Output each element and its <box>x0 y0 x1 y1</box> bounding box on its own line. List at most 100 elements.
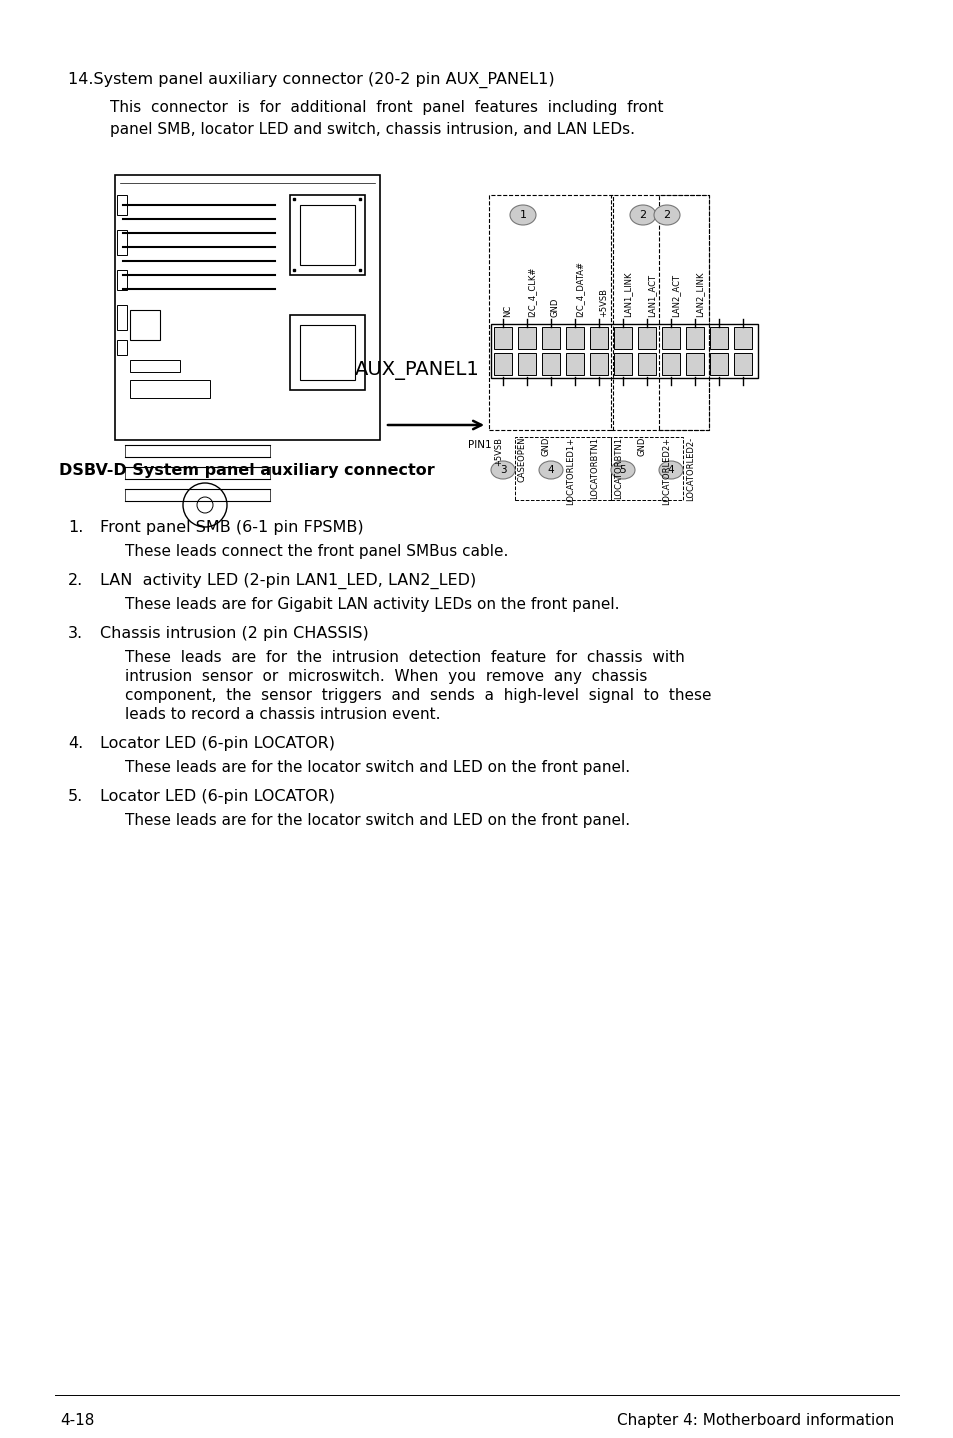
Ellipse shape <box>538 462 562 479</box>
Text: I2C_4_CLK#: I2C_4_CLK# <box>526 266 536 316</box>
Bar <box>117 270 127 290</box>
Ellipse shape <box>510 206 536 224</box>
Bar <box>115 175 379 440</box>
Text: 14.System panel auxiliary connector (20-2 pin AUX_PANEL1): 14.System panel auxiliary connector (20-… <box>68 72 554 88</box>
Text: GND: GND <box>551 298 559 316</box>
Text: 4: 4 <box>547 464 554 475</box>
Bar <box>117 230 127 255</box>
Text: 4.: 4. <box>68 736 83 751</box>
Text: LOCATORLED2-: LOCATORLED2- <box>685 437 695 500</box>
Text: LOCATORLED1+: LOCATORLED1+ <box>565 437 575 505</box>
Bar <box>541 352 559 375</box>
Bar <box>709 352 727 375</box>
Text: leads to record a chassis intrusion event.: leads to record a chassis intrusion even… <box>125 707 440 722</box>
Bar <box>494 326 512 349</box>
Bar <box>610 437 682 500</box>
Bar <box>661 326 679 349</box>
Text: 4: 4 <box>667 464 674 475</box>
Text: NC: NC <box>502 305 512 316</box>
Bar <box>494 352 512 375</box>
Text: 3: 3 <box>499 464 506 475</box>
Text: PIN1: PIN1 <box>468 440 492 450</box>
Ellipse shape <box>491 462 515 479</box>
Bar <box>733 352 751 375</box>
Bar <box>614 352 631 375</box>
Bar <box>299 325 355 380</box>
Bar <box>638 326 656 349</box>
Text: DSBV-D System panel auxiliary connector: DSBV-D System panel auxiliary connector <box>59 463 435 477</box>
Bar <box>515 437 610 500</box>
Text: intrusion  sensor  or  microswitch.  When  you  remove  any  chassis: intrusion sensor or microswitch. When yo… <box>125 669 647 684</box>
Text: Chapter 4: Motherboard information: Chapter 4: Motherboard information <box>616 1414 893 1428</box>
Text: 1.: 1. <box>68 521 83 535</box>
Text: LAN1_LINK: LAN1_LINK <box>622 272 631 316</box>
Text: GND: GND <box>638 437 646 456</box>
Text: Chassis intrusion (2 pin CHASSIS): Chassis intrusion (2 pin CHASSIS) <box>100 626 369 641</box>
Text: These leads are for the locator switch and LED on the front panel.: These leads are for the locator switch a… <box>125 812 630 828</box>
Bar <box>589 352 607 375</box>
Text: LAN2_ACT: LAN2_ACT <box>670 275 679 316</box>
Text: component,  the  sensor  triggers  and  sends  a  high-level  signal  to  these: component, the sensor triggers and sends… <box>125 687 711 703</box>
Text: 2.: 2. <box>68 572 83 588</box>
Text: LAN  activity LED (2-pin LAN1_LED, LAN2_LED): LAN activity LED (2-pin LAN1_LED, LAN2_L… <box>100 572 476 590</box>
Bar <box>117 196 127 216</box>
Ellipse shape <box>654 206 679 224</box>
Bar <box>661 352 679 375</box>
Text: LOCATORBTN1: LOCATORBTN1 <box>589 437 598 499</box>
Text: +5VSB: +5VSB <box>494 437 502 466</box>
Text: 5.: 5. <box>68 789 83 804</box>
Text: LOCATORLED2+: LOCATORLED2+ <box>661 437 670 505</box>
Text: 2: 2 <box>662 210 670 220</box>
Text: Locator LED (6-pin LOCATOR): Locator LED (6-pin LOCATOR) <box>100 736 335 751</box>
Text: 5: 5 <box>619 464 626 475</box>
Bar <box>489 196 613 430</box>
Text: 3.: 3. <box>68 626 83 641</box>
Text: Locator LED (6-pin LOCATOR): Locator LED (6-pin LOCATOR) <box>100 789 335 804</box>
Text: 2: 2 <box>639 210 646 220</box>
Bar <box>614 326 631 349</box>
Bar <box>610 196 708 430</box>
Text: panel SMB, locator LED and switch, chassis intrusion, and LAN LEDs.: panel SMB, locator LED and switch, chass… <box>110 122 635 137</box>
Text: 4-18: 4-18 <box>60 1414 94 1428</box>
Text: LAN2_LINK: LAN2_LINK <box>695 272 703 316</box>
Bar <box>541 326 559 349</box>
Ellipse shape <box>659 462 682 479</box>
Text: Front panel SMB (6-1 pin FPSMB): Front panel SMB (6-1 pin FPSMB) <box>100 521 363 535</box>
Text: I2C_4_DATA#: I2C_4_DATA# <box>575 262 583 316</box>
Text: These leads are for Gigabit LAN activity LEDs on the front panel.: These leads are for Gigabit LAN activity… <box>125 597 618 613</box>
Bar <box>117 305 127 329</box>
Text: These leads are for the locator switch and LED on the front panel.: These leads are for the locator switch a… <box>125 761 630 775</box>
Bar <box>589 326 607 349</box>
Bar <box>130 380 210 398</box>
Text: +5VSB: +5VSB <box>598 288 607 316</box>
Ellipse shape <box>610 462 635 479</box>
Circle shape <box>183 483 227 526</box>
Bar <box>638 352 656 375</box>
Bar <box>659 196 708 430</box>
Bar <box>290 196 365 275</box>
Text: LOCATORBTN1: LOCATORBTN1 <box>614 437 622 499</box>
Bar <box>130 360 180 372</box>
Bar <box>117 339 127 355</box>
Bar <box>517 326 536 349</box>
Bar <box>517 352 536 375</box>
Bar <box>709 326 727 349</box>
Bar <box>565 326 583 349</box>
Bar <box>685 352 703 375</box>
Bar <box>565 352 583 375</box>
Circle shape <box>196 498 213 513</box>
Text: GND: GND <box>541 437 551 456</box>
Text: This  connector  is  for  additional  front  panel  features  including  front: This connector is for additional front p… <box>110 101 662 115</box>
Bar <box>130 311 160 339</box>
Text: AUX_PANEL1: AUX_PANEL1 <box>355 361 479 380</box>
Text: LAN1_ACT: LAN1_ACT <box>646 275 656 316</box>
Bar <box>491 324 758 378</box>
Bar <box>685 326 703 349</box>
Ellipse shape <box>629 206 656 224</box>
Text: 1: 1 <box>519 210 526 220</box>
Bar <box>299 206 355 265</box>
Bar <box>290 315 365 390</box>
Text: These  leads  are  for  the  intrusion  detection  feature  for  chassis  with: These leads are for the intrusion detect… <box>125 650 684 664</box>
Text: CASEOPEN: CASEOPEN <box>517 437 526 483</box>
Bar <box>733 326 751 349</box>
